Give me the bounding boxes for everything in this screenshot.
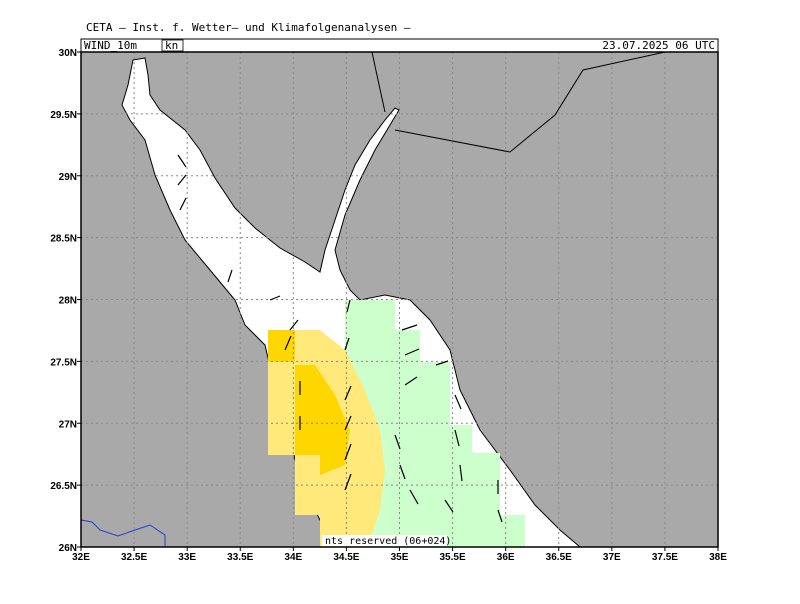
lon-label: 32E bbox=[72, 552, 90, 563]
valid-time: 23.07.2025 06 UTC bbox=[602, 39, 715, 52]
map-area: nts reserved (06+024) bbox=[80, 51, 719, 548]
lon-label: 34.5E bbox=[333, 552, 359, 563]
lat-label: 28N bbox=[59, 296, 77, 307]
lat-label: 29.5N bbox=[50, 110, 77, 121]
lon-label: 33.5E bbox=[227, 552, 253, 563]
border bbox=[394, 51, 666, 153]
lat-label: 30N bbox=[59, 48, 77, 59]
wind-strong bbox=[268, 330, 350, 475]
lon-label: 37.5E bbox=[652, 552, 678, 563]
lon-label: 35.5E bbox=[440, 552, 466, 563]
lon-label: 35E bbox=[391, 552, 409, 563]
lon-label: 37E bbox=[603, 552, 621, 563]
footer-note: nts reserved (06+024) bbox=[325, 536, 451, 547]
border bbox=[371, 51, 386, 113]
lon-label: 33E bbox=[178, 552, 196, 563]
footer-box bbox=[322, 535, 447, 546]
lat-label: 29N bbox=[59, 172, 77, 183]
river bbox=[80, 519, 166, 547]
wind-light bbox=[345, 300, 525, 547]
unit: kn bbox=[165, 39, 178, 52]
lon-label: 36E bbox=[497, 552, 515, 563]
lon-label: 32.5E bbox=[121, 552, 147, 563]
field-name: WIND_10m bbox=[84, 39, 137, 52]
lat-label: 28.5N bbox=[50, 234, 77, 245]
header-title: CETA – Inst. f. Wetter– und Klimafolgena… bbox=[86, 21, 411, 34]
graticule bbox=[81, 52, 718, 547]
lon-label: 34E bbox=[284, 552, 302, 563]
lat-label: 26.5N bbox=[50, 481, 77, 492]
wind-barbs bbox=[177, 154, 503, 523]
lon-label: 36.5E bbox=[546, 552, 572, 563]
lat-label: 26N bbox=[59, 543, 77, 554]
lat-label: 27N bbox=[59, 419, 77, 430]
lon-label: 38E bbox=[709, 552, 727, 563]
axes: 32E 32.5E 33E 33.5E 34E 34.5E 35E 35.5E 36E 36.5E… bbox=[50, 48, 727, 563]
lat-label: 27.5N bbox=[50, 357, 77, 368]
unit-box bbox=[161, 39, 184, 52]
